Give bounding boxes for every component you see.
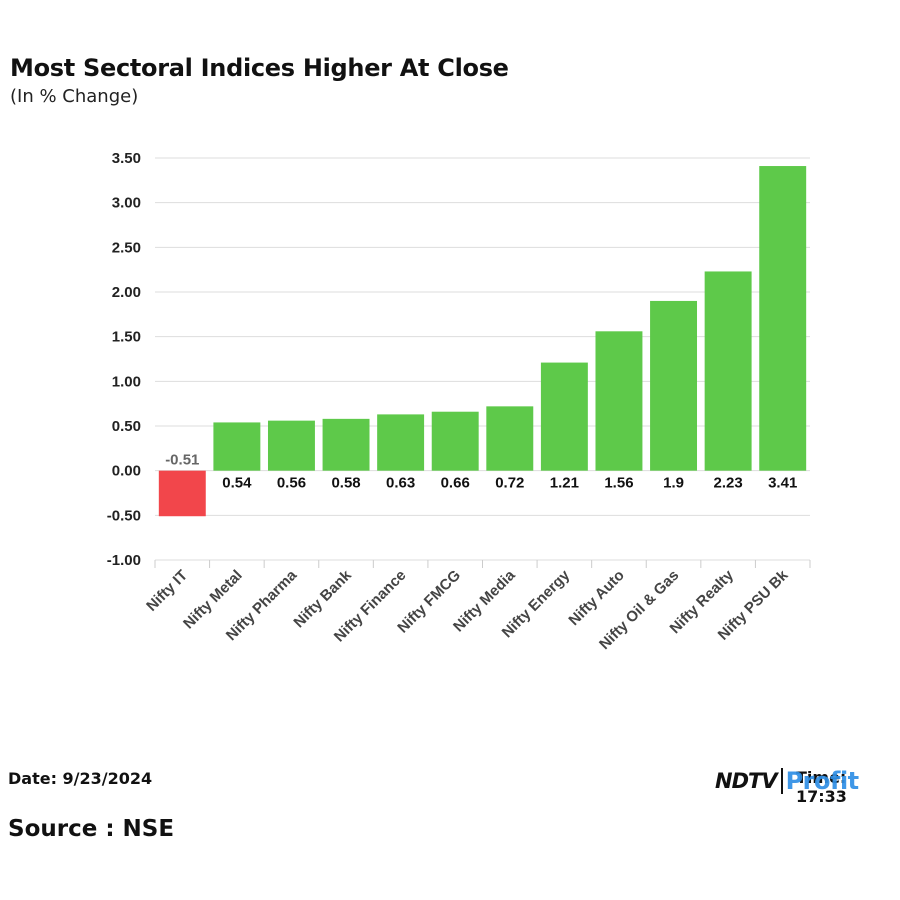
data-label: 1.56 (604, 475, 633, 492)
y-tick-label: -0.50 (107, 507, 141, 524)
logo-profit-text: Profit (785, 767, 860, 795)
chart-subtitle: (In % Change) (10, 86, 139, 107)
bar (486, 406, 534, 471)
y-tick-label: -1.00 (107, 552, 141, 569)
chart-source: Source : NSE (8, 816, 175, 842)
bar (595, 331, 643, 471)
bar (322, 418, 370, 471)
bar (158, 470, 206, 517)
data-label: 0.63 (386, 475, 415, 492)
y-tick-label: 2.00 (112, 284, 141, 301)
chart-time: Time: 17:33 (796, 768, 847, 806)
x-category-label: Nifty IT (143, 567, 191, 615)
bar (704, 271, 752, 471)
bar (540, 362, 588, 471)
bar (267, 420, 315, 471)
data-label: 1.9 (663, 475, 684, 492)
y-tick-label: 3.50 (112, 150, 141, 167)
bar (759, 166, 807, 471)
data-label: 1.21 (550, 475, 579, 492)
y-tick-label: 3.00 (112, 195, 141, 212)
y-tick-label: 0.00 (112, 463, 141, 480)
bar (377, 414, 425, 471)
data-label: 3.41 (768, 475, 797, 492)
bar (431, 411, 479, 471)
y-tick-label: 0.50 (112, 418, 141, 435)
data-label: 0.72 (495, 475, 524, 492)
ndtv-profit-logo: NDTV Profit (715, 766, 859, 796)
chart-title: Most Sectoral Indices Higher At Close (10, 54, 509, 82)
y-tick-label: 1.00 (112, 373, 141, 390)
data-label: 0.66 (441, 475, 470, 492)
y-tick-label: 1.50 (112, 329, 141, 346)
data-label: 0.54 (222, 475, 252, 492)
chart-date: Date: 9/23/2024 (8, 769, 153, 788)
data-label: 0.58 (331, 475, 360, 492)
y-tick-label: 2.50 (112, 239, 141, 256)
logo-separator (780, 768, 783, 794)
data-label: 0.56 (277, 475, 306, 492)
bar (213, 422, 261, 471)
data-label: 2.23 (714, 475, 743, 492)
data-label: -0.51 (165, 452, 199, 469)
logo-ndtv-text: NDTV (715, 769, 778, 793)
bar (650, 300, 698, 471)
